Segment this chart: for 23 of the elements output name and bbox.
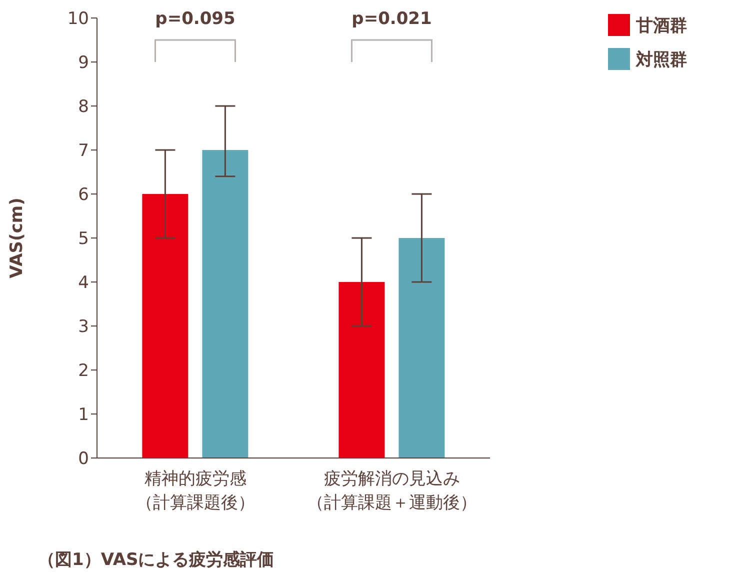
y-tick-label: 6 bbox=[78, 185, 89, 206]
bar bbox=[202, 150, 248, 458]
legend-label: 甘酒群 bbox=[636, 14, 687, 36]
x-tick-label: 疲労解消の見込み（計算課題＋運動後） bbox=[306, 469, 477, 513]
y-tick-label: 4 bbox=[78, 273, 89, 294]
y-tick-label: 7 bbox=[78, 141, 89, 162]
y-tick-label: 3 bbox=[78, 317, 89, 338]
y-tick-label: 8 bbox=[78, 97, 89, 118]
x-tick-label: 精神的疲労感（計算課題後） bbox=[136, 469, 255, 513]
y-tick-label: 2 bbox=[78, 361, 89, 382]
annotation: p=0.095 bbox=[155, 9, 236, 29]
bar bbox=[142, 194, 188, 458]
y-tick-label: 10 bbox=[67, 9, 89, 30]
y-axis-title: VAS(cm) bbox=[7, 198, 28, 278]
annotation: p=0.021 bbox=[352, 9, 432, 29]
text: （図1）VASによる疲労感評価 bbox=[38, 549, 276, 571]
y-tick-label: 1 bbox=[78, 405, 89, 426]
bar bbox=[398, 238, 445, 458]
y-tick-label: 9 bbox=[78, 53, 89, 74]
legend-label: 対照群 bbox=[636, 48, 687, 70]
y-tick-label: 5 bbox=[78, 229, 89, 250]
y-tick-label: 0 bbox=[78, 449, 89, 470]
bar bbox=[338, 282, 385, 458]
